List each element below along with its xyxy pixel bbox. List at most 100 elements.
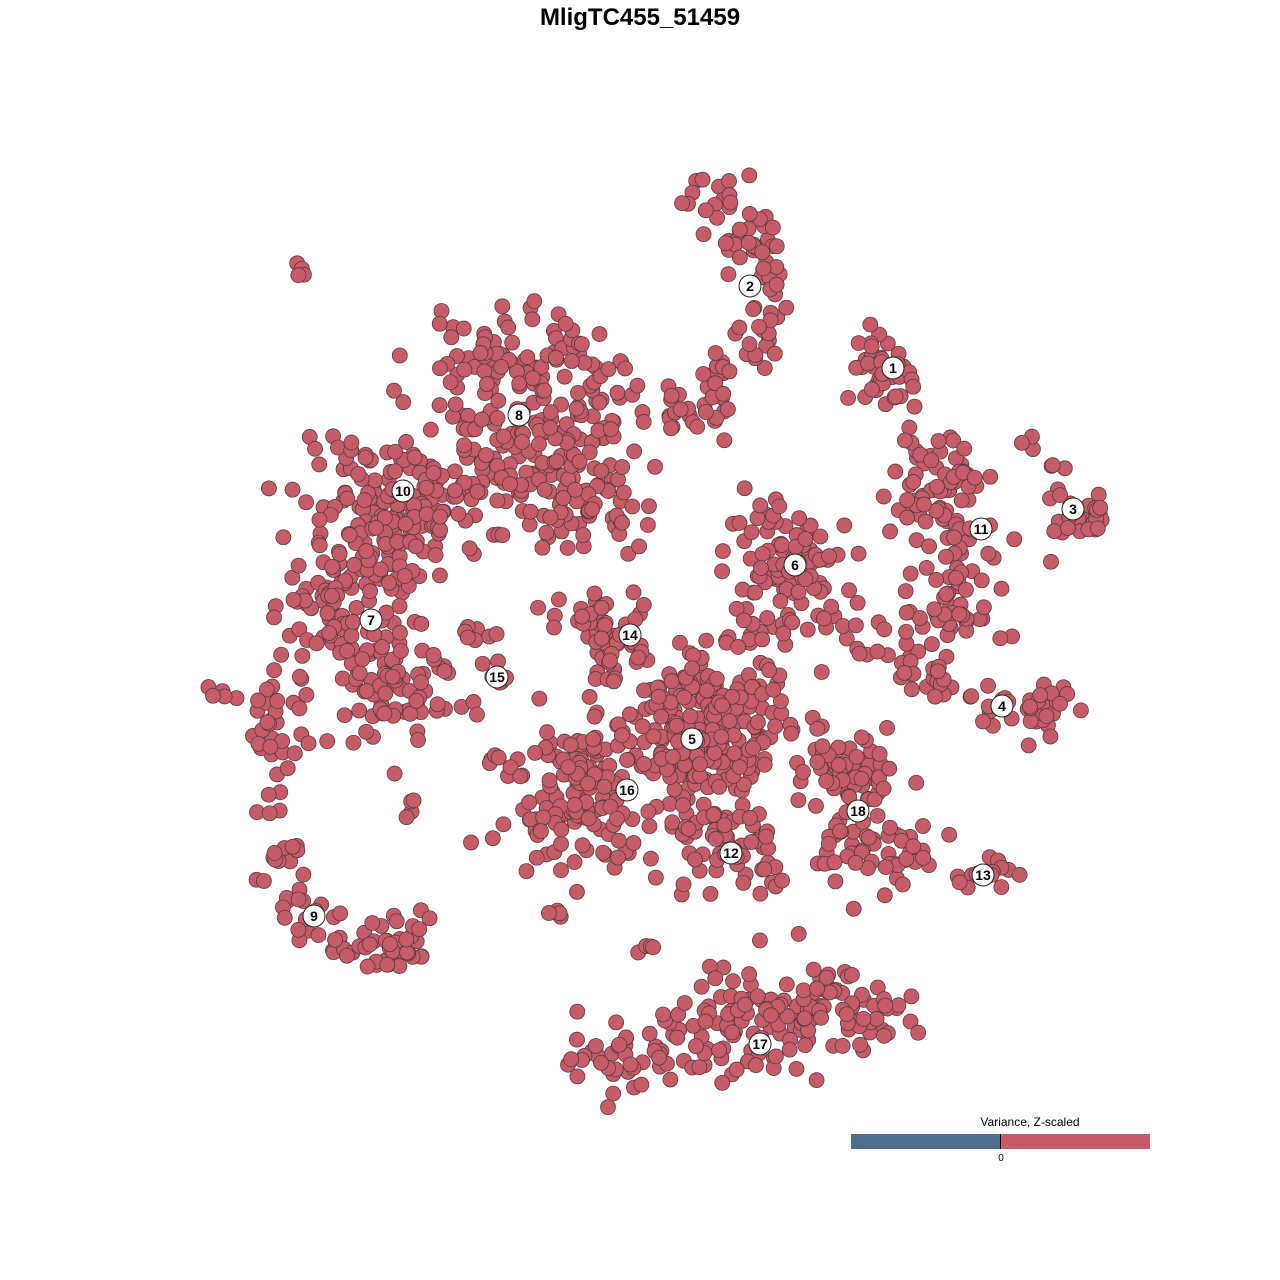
cluster-label-7: 7 xyxy=(367,612,375,628)
data-point-cluster-8 xyxy=(391,347,408,364)
data-point-cluster-4 xyxy=(847,617,864,634)
data-point-cluster-7 xyxy=(334,670,351,687)
data-point-cluster-2 xyxy=(765,219,781,236)
cluster-label-14: 14 xyxy=(622,627,638,643)
data-point-cluster-10 xyxy=(307,440,323,457)
data-point-cluster-18 xyxy=(877,859,894,875)
data-point-cluster-16 xyxy=(531,690,548,707)
data-point-cluster-8 xyxy=(639,517,656,533)
data-point-cluster-17 xyxy=(741,966,758,983)
data-point-cluster-9 xyxy=(379,956,396,973)
data-point-cluster-7 xyxy=(393,643,409,659)
data-point-cluster-17 xyxy=(600,1099,616,1116)
data-point-cluster-17 xyxy=(809,980,825,997)
data-point-cluster-5 xyxy=(636,682,652,699)
data-point-cluster-9 xyxy=(300,735,317,752)
data-point-cluster-2 xyxy=(674,195,690,212)
data-point-cluster-16 xyxy=(596,778,613,795)
data-point-cluster-3 xyxy=(1090,486,1107,503)
data-point-cluster-3 xyxy=(1046,523,1063,540)
data-point-cluster-14 xyxy=(586,585,603,602)
cluster-label-marker-14 xyxy=(618,623,642,647)
data-point-cluster-12 xyxy=(756,861,773,878)
data-point-cluster-4 xyxy=(980,677,996,694)
data-point-cluster-18 xyxy=(941,826,958,843)
data-point-cluster-8 xyxy=(395,394,412,411)
cluster-label-11: 11 xyxy=(974,521,989,537)
data-point-cluster-7 xyxy=(413,674,429,691)
data-point-cluster-11 xyxy=(905,474,922,490)
data-point-cluster-8 xyxy=(524,370,541,387)
data-point-cluster-6 xyxy=(812,528,829,545)
data-point-cluster-3 xyxy=(1043,553,1059,570)
data-point-cluster-8 xyxy=(504,334,521,351)
color-scale-negative xyxy=(851,1134,1000,1149)
data-point-cluster-1 xyxy=(850,335,867,351)
cluster-label-9: 9 xyxy=(310,908,318,924)
data-point-cluster-12 xyxy=(680,821,697,837)
cluster-label-marker-11 xyxy=(969,517,993,541)
data-point-cluster-6 xyxy=(759,610,776,626)
data-point-cluster-9 xyxy=(291,668,308,685)
data-point-cluster-11 xyxy=(938,548,954,565)
data-point-cluster-8 xyxy=(447,396,464,413)
cluster-label-5: 5 xyxy=(688,731,696,747)
data-point-cluster-10 xyxy=(425,465,442,481)
cluster-label-marker-9 xyxy=(302,904,326,928)
data-point-cluster-18 xyxy=(820,835,837,852)
data-point-cluster-17 xyxy=(608,1014,625,1031)
data-point-cluster-18 xyxy=(818,773,835,789)
data-point-cluster-11 xyxy=(912,610,928,626)
data-point-cluster-6 xyxy=(791,510,808,526)
data-point-cluster-8 xyxy=(617,360,634,377)
data-point-cluster-17 xyxy=(813,1009,829,1026)
data-point-cluster-18 xyxy=(905,838,922,855)
data-point-cluster-8 xyxy=(626,443,643,460)
data-point-cluster-16 xyxy=(533,823,549,840)
data-point-cluster-8 xyxy=(563,353,580,370)
data-point-cluster-6 xyxy=(841,582,857,599)
data-point-cluster-4 xyxy=(896,665,913,681)
data-point-cluster-17 xyxy=(834,1038,851,1054)
data-point-cluster-16 xyxy=(495,816,512,833)
data-point-cluster-7 xyxy=(381,574,397,591)
data-point-cluster-11 xyxy=(887,463,904,480)
data-point-cluster-16 xyxy=(610,832,627,849)
data-point-cluster-2 xyxy=(721,363,738,380)
data-point-cluster-18 xyxy=(869,807,886,824)
data-point-cluster-5 xyxy=(699,682,715,699)
data-point-cluster-7 xyxy=(339,642,356,659)
data-point-cluster-8 xyxy=(500,319,517,336)
data-point-cluster-7 xyxy=(429,696,446,713)
data-point-cluster-17 xyxy=(778,976,795,993)
data-point-cluster-17 xyxy=(852,1036,869,1053)
data-point-cluster-5 xyxy=(714,697,730,714)
points xyxy=(200,167,1110,1116)
data-point-cluster-18 xyxy=(894,876,911,893)
data-point-cluster-16 xyxy=(580,810,597,827)
data-point-cluster-6 xyxy=(753,560,769,576)
data-point-cluster-13 xyxy=(1011,866,1028,883)
data-point-cluster-5 xyxy=(706,745,723,761)
data-point-cluster-4 xyxy=(1022,698,1038,715)
data-point-cluster-16 xyxy=(541,772,558,789)
data-point-cluster-12 xyxy=(664,814,681,831)
data-point-cluster-8 xyxy=(629,377,646,394)
data-point-cluster-2 xyxy=(709,209,725,226)
data-point-cluster-17 xyxy=(707,970,724,987)
data-point-cluster-6 xyxy=(797,531,814,547)
data-point-cluster-9 xyxy=(262,738,279,755)
data-point-cluster-11 xyxy=(898,604,915,621)
data-point-cluster-5 xyxy=(668,717,685,734)
data-point-cluster-2 xyxy=(707,375,724,392)
data-point-cluster-4 xyxy=(1038,708,1055,724)
data-point-cluster-9 xyxy=(258,681,275,698)
data-point-cluster-7 xyxy=(425,647,442,663)
data-point-cluster-10 xyxy=(418,480,435,496)
data-point-cluster-16 xyxy=(539,724,555,741)
data-point-cluster-7 xyxy=(331,546,348,562)
data-point-cluster-6 xyxy=(821,548,837,565)
data-point-cluster-10 xyxy=(311,511,328,528)
data-point-cluster-1 xyxy=(840,390,857,406)
data-point-cluster-11 xyxy=(948,569,964,586)
